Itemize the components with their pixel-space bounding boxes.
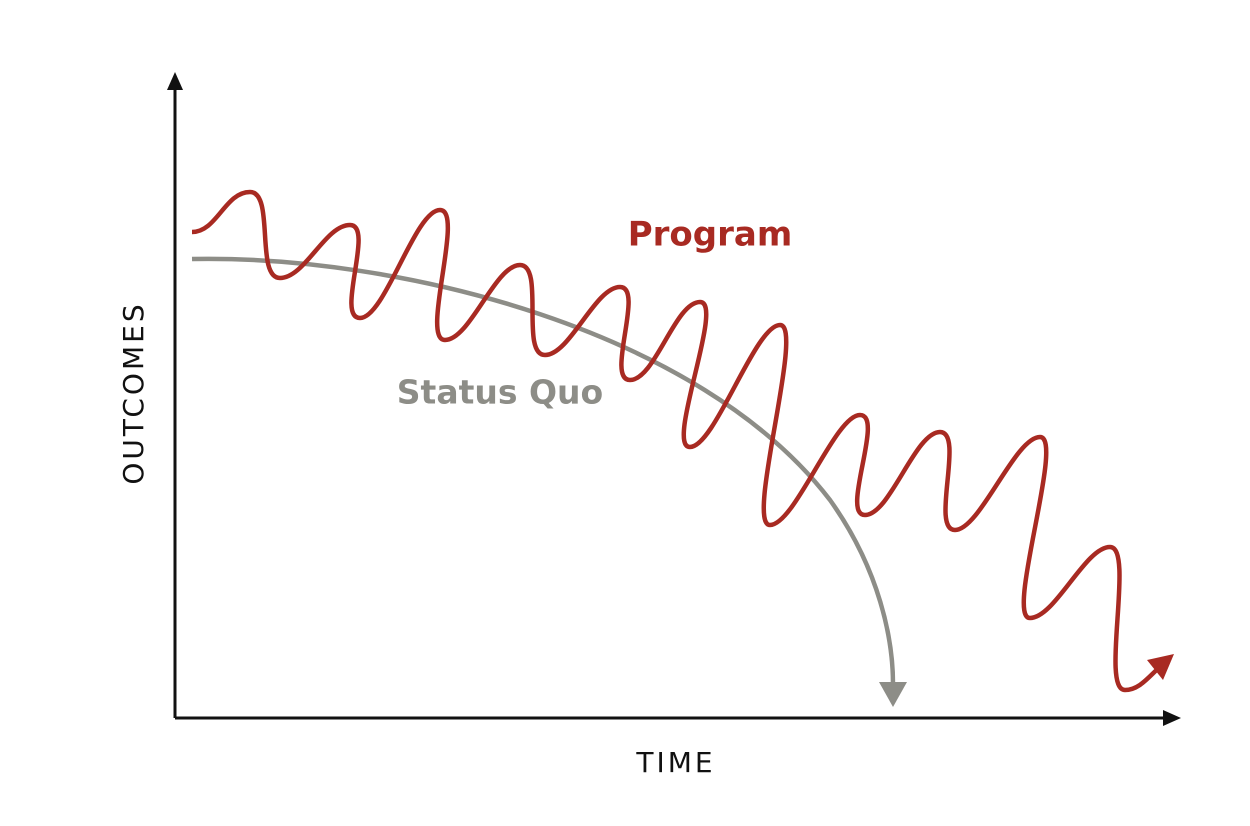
x-axis-arrow: [1163, 710, 1181, 726]
x-axis-label: TIME: [635, 746, 715, 779]
y-axis-label: OUTCOMES: [117, 301, 150, 484]
program-arrow: [1147, 654, 1174, 680]
program-label: Program: [628, 215, 793, 255]
y-axis-arrow: [167, 72, 183, 90]
program-curve: [191, 189, 1162, 693]
status-quo-label: Status Quo: [397, 373, 603, 412]
status-quo-arrow: [879, 682, 907, 707]
status-quo-curve: [191, 256, 896, 685]
